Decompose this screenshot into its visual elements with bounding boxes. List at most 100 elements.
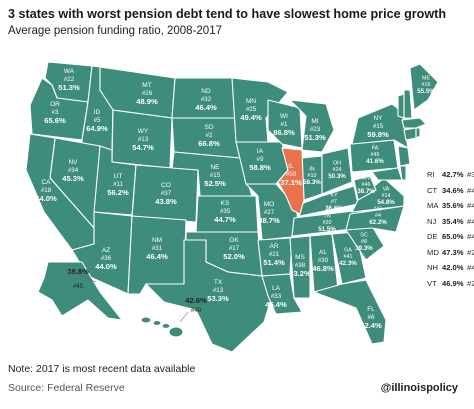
state-shape-ri xyxy=(415,127,421,139)
state-abbr: GA xyxy=(344,248,352,254)
state-rank: #41 xyxy=(344,254,353,260)
state-abbr: LA xyxy=(272,285,281,292)
state-pct: 37.1% xyxy=(280,178,302,187)
state-pct: 48.9% xyxy=(136,97,158,106)
side-rank: #48 xyxy=(467,185,474,195)
state-abbr: NE xyxy=(210,164,220,171)
state-rank: #27 xyxy=(264,209,275,216)
state-pct: 39.3% xyxy=(355,245,373,252)
side-abbr: VT xyxy=(427,278,437,288)
state-label-ak: 38.8% #45 xyxy=(67,267,89,290)
state-label-hi: 42.6% #40 xyxy=(185,296,207,314)
side-pct: 42.0% xyxy=(442,263,464,272)
state-rank: #30 xyxy=(318,257,329,264)
state-shape-fl xyxy=(313,279,387,345)
side-rank: #29 xyxy=(467,278,474,288)
state-pct: 52.0% xyxy=(223,252,245,261)
state-pct: 56.2% xyxy=(107,188,129,197)
state-shape-hi xyxy=(140,316,184,338)
state-abbr: WV xyxy=(362,176,371,182)
state-rank: #14 xyxy=(382,193,391,199)
state-abbr: OR xyxy=(50,101,60,108)
state-shape-wi xyxy=(267,99,303,149)
state-abbr: MI xyxy=(311,118,318,125)
state-rank: #5 xyxy=(94,117,101,124)
state-abbr: WY xyxy=(138,128,149,135)
state-label-fl: FL#662.4% xyxy=(360,306,382,330)
side-rank: #28 xyxy=(467,247,474,257)
side-pct: 35.4% xyxy=(442,216,464,226)
state-abbr: NV xyxy=(68,159,78,166)
state-rank: #26 xyxy=(142,90,153,97)
state-abbr: NC xyxy=(374,207,382,213)
state-abbr: SD xyxy=(204,124,213,131)
side-list-row: VT 46.9%#29 xyxy=(427,279,474,288)
state-shape-ms xyxy=(289,235,311,299)
state-shape-nh xyxy=(403,89,413,119)
state-rank: #46 xyxy=(362,182,371,188)
state-pct: 49.4% xyxy=(240,113,262,122)
side-rank: #43 xyxy=(467,263,474,272)
side-rank: #39 xyxy=(467,170,474,179)
state-pct: 86.8% xyxy=(273,128,295,137)
side-pct: 42.7% xyxy=(442,170,464,179)
state-pct: 64.9% xyxy=(86,124,108,133)
state-rank: #16 xyxy=(422,82,431,88)
state-label-ia: IA#958.8% xyxy=(249,148,271,172)
state-abbr: OK xyxy=(229,237,239,244)
state-rank: #8 xyxy=(361,239,367,245)
side-pct: 46.9% xyxy=(442,278,464,288)
state-rank: #6 xyxy=(368,314,375,321)
state-pct: 42.6% xyxy=(185,296,207,305)
map-subtitle: Average pension funding ratio, 2008-2017 xyxy=(8,25,222,37)
state-pct: 51.3% xyxy=(58,83,80,92)
side-pct: 35.6% xyxy=(442,201,464,210)
side-abbr: RI xyxy=(427,170,435,179)
side-pct: 34.6% xyxy=(442,185,464,195)
state-abbr: ND xyxy=(201,88,211,95)
state-rank: #40 xyxy=(191,307,202,314)
state-pct: 65.6% xyxy=(44,116,66,125)
state-pct: 51.4% xyxy=(263,258,285,267)
state-rank: #35 xyxy=(220,208,231,215)
state-abbr: IA xyxy=(257,148,264,155)
state-shape-de xyxy=(399,165,407,181)
state-pct: 55.5% xyxy=(417,88,435,95)
state-pct: 50.3% xyxy=(328,173,346,180)
side-abbr: MA xyxy=(427,201,439,210)
state-abbr: IL xyxy=(288,163,294,170)
state-pct: 66.8% xyxy=(198,139,220,148)
state-pct: 38.7% xyxy=(357,188,375,195)
state-shape-tx xyxy=(145,239,273,353)
state-label-nc: NC#462.2% xyxy=(369,207,387,227)
side-abbr: CT xyxy=(427,185,438,195)
state-shape-ny xyxy=(351,103,409,149)
map-title: 3 states with worst pension debt tend to… xyxy=(8,7,447,21)
state-rank: #17 xyxy=(229,245,240,252)
state-shape-wv xyxy=(353,175,377,201)
state-abbr: FL xyxy=(367,306,375,313)
state-abbr: KS xyxy=(221,200,230,207)
state-abbr: KY xyxy=(330,193,338,199)
state-shape-nj xyxy=(397,145,411,167)
state-label-sc: SC#839.3% xyxy=(355,233,373,253)
state-rank: #45 xyxy=(73,283,84,290)
state-shape-va xyxy=(351,177,405,213)
state-shape-il xyxy=(277,147,305,215)
state-pct: 52.5% xyxy=(204,179,226,188)
state-pct: 46.4% xyxy=(195,103,217,112)
